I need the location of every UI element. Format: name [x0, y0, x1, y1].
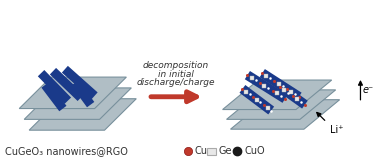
Text: in initial: in initial: [158, 70, 194, 79]
Text: CuO: CuO: [245, 146, 265, 156]
Text: CuGeO₃ nanowires@RGO: CuGeO₃ nanowires@RGO: [5, 146, 128, 156]
Polygon shape: [29, 99, 136, 130]
Text: Ge: Ge: [218, 146, 232, 156]
Polygon shape: [223, 80, 332, 110]
Polygon shape: [226, 90, 336, 119]
Text: Li⁺: Li⁺: [330, 125, 343, 135]
Polygon shape: [24, 88, 131, 119]
Polygon shape: [231, 100, 340, 129]
FancyArrowPatch shape: [151, 92, 197, 102]
Text: Cu: Cu: [195, 146, 208, 156]
Text: decomposition: decomposition: [143, 61, 209, 70]
Text: e⁻: e⁻: [363, 85, 373, 95]
Polygon shape: [19, 77, 126, 109]
Text: discharge/charge: discharge/charge: [137, 79, 215, 87]
Bar: [207, 148, 215, 155]
